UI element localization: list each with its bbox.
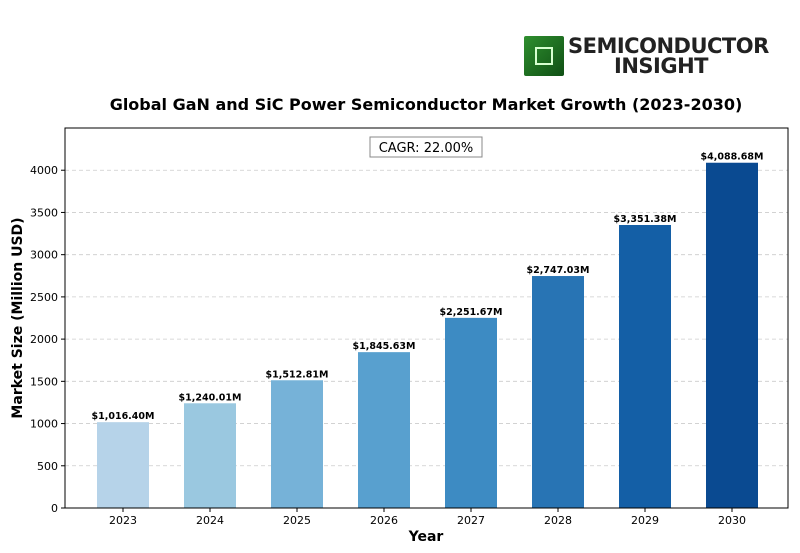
cagr-text: CAGR: 22.00% <box>379 141 474 156</box>
plot-frame <box>64 127 789 509</box>
y-axis-label: Market Size (Million USD) <box>10 217 26 418</box>
y-axis-ticks: 0 500 1000 1500 2000 2500 3000 3500 4000 <box>30 164 65 515</box>
data-label: $2,747.03M <box>527 265 590 276</box>
y-tick-label: 3000 <box>30 249 58 262</box>
data-label: $2,251.67M <box>440 307 503 318</box>
bar-2028 <box>532 276 584 508</box>
x-tick-label: 2025 <box>283 514 311 527</box>
bar-2024 <box>184 403 236 508</box>
y-tick-label: 4000 <box>30 164 58 177</box>
y-tick-label: 500 <box>37 460 58 473</box>
data-labels: $1,016.40M $1,240.01M $1,512.81M $1,845.63M… <box>92 152 764 422</box>
x-axis-label: Year <box>408 529 444 545</box>
y-tick-label: 2500 <box>30 291 58 304</box>
data-label: $1,512.81M <box>266 369 329 380</box>
x-tick-label: 2029 <box>631 514 659 527</box>
data-label: $1,845.63M <box>353 341 416 352</box>
x-tick-label: 2027 <box>457 514 485 527</box>
bar-2027 <box>445 317 497 508</box>
bar-2026 <box>358 352 410 508</box>
bars <box>97 162 758 509</box>
bar-2029 <box>619 224 671 509</box>
x-tick-label: 2028 <box>544 514 572 527</box>
data-label: $4,088.68M <box>701 152 764 163</box>
gridlines <box>65 169 788 467</box>
x-tick-label: 2024 <box>196 514 224 527</box>
semiconductor-insight-logo: SEMICONDUCTOR INSIGHT <box>524 34 769 78</box>
bar-2023 <box>97 422 149 508</box>
y-tick-label: 2000 <box>30 333 58 346</box>
y-tick-label: 0 <box>51 502 58 515</box>
x-tick-label: 2026 <box>370 514 398 527</box>
data-label: $1,016.40M <box>92 411 155 422</box>
bar-2025 <box>271 380 323 508</box>
logo-text-line1: SEMICONDUCTOR <box>568 34 769 58</box>
y-tick-label: 1000 <box>30 418 58 431</box>
cagr-annotation: CAGR: 22.00% <box>369 136 483 158</box>
x-axis-ticks: 2023 2024 2025 2026 2027 2028 2029 2030 <box>109 508 746 527</box>
data-label: $3,351.38M <box>614 214 677 225</box>
y-tick-label: 1500 <box>30 375 58 388</box>
chip-icon <box>524 36 564 76</box>
bar-2030 <box>706 162 758 508</box>
data-label: $1,240.01M <box>179 392 242 403</box>
chart-title: Global GaN and SiC Power Semiconductor M… <box>110 95 743 114</box>
x-tick-label: 2023 <box>109 514 137 527</box>
logo-text-line2: INSIGHT <box>614 54 708 78</box>
x-tick-label: 2030 <box>718 514 746 527</box>
y-tick-label: 3500 <box>30 206 58 219</box>
